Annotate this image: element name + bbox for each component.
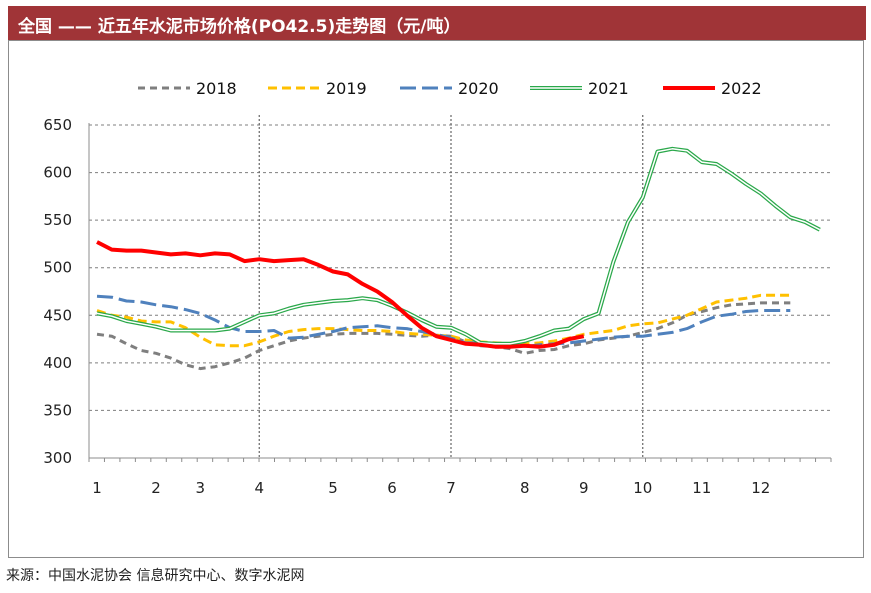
x-tick-label: 9 <box>579 479 589 497</box>
chart-title: 全国 —— 近五年水泥市场价格(PO42.5)走势图（元/吨） <box>18 17 461 37</box>
y-tick-label: 450 <box>43 306 72 324</box>
x-tick-label: 6 <box>387 479 397 497</box>
x-tick-label: 8 <box>520 479 530 497</box>
x-tick-label: 2 <box>151 479 161 497</box>
x-tick-label: 4 <box>254 479 264 497</box>
x-tick-label: 1 <box>92 479 102 497</box>
legend-label-2022: 2022 <box>721 79 762 98</box>
source-note: 来源：中国水泥协会 信息研究中心、数字水泥网 <box>6 568 305 584</box>
series-line-2022 <box>96 240 585 349</box>
legend-label-2019: 2019 <box>326 79 367 98</box>
y-tick-label: 400 <box>43 354 72 372</box>
series-line-2018 <box>96 301 791 371</box>
x-tick-label: 7 <box>446 479 456 497</box>
y-tick-label: 500 <box>43 259 72 277</box>
x-tick-label: 12 <box>751 479 770 497</box>
y-tick-label: 300 <box>43 449 72 467</box>
x-tick-label: 10 <box>633 479 652 497</box>
series-line-2021-inner <box>96 148 821 345</box>
y-tick-label: 650 <box>43 116 72 134</box>
x-tick-label: 3 <box>195 479 205 497</box>
x-tick-label: 5 <box>328 479 338 497</box>
y-tick-label: 600 <box>43 164 72 182</box>
legend-label-2020: 2020 <box>458 79 499 98</box>
chart-frame <box>8 40 864 558</box>
chart-title-bar: 全国 —— 近五年水泥市场价格(PO42.5)走势图（元/吨） <box>8 6 866 40</box>
y-tick-label: 350 <box>43 401 72 419</box>
y-tick-label: 550 <box>43 211 72 229</box>
x-tick-label: 11 <box>692 479 711 497</box>
legend-label-2021: 2021 <box>588 79 629 98</box>
legend-label-2018: 2018 <box>196 79 237 98</box>
